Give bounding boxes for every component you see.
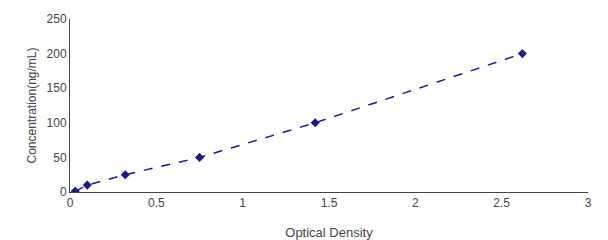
svg-text:2.5: 2.5 (493, 196, 510, 210)
svg-text:0: 0 (60, 185, 67, 199)
svg-text:1.5: 1.5 (321, 196, 338, 210)
svg-text:0.5: 0.5 (148, 196, 165, 210)
svg-text:Concentration(ng/mL): Concentration(ng/mL) (25, 47, 39, 163)
svg-text:0: 0 (67, 196, 74, 210)
svg-text:50: 50 (53, 151, 67, 165)
svg-text:150: 150 (47, 81, 67, 95)
svg-text:100: 100 (47, 116, 67, 130)
svg-text:3: 3 (585, 196, 592, 210)
svg-text:2: 2 (412, 196, 419, 210)
svg-text:Optical Density: Optical Density (285, 225, 373, 240)
svg-text:250: 250 (47, 12, 67, 26)
svg-text:200: 200 (47, 47, 67, 61)
svg-text:1: 1 (239, 196, 246, 210)
